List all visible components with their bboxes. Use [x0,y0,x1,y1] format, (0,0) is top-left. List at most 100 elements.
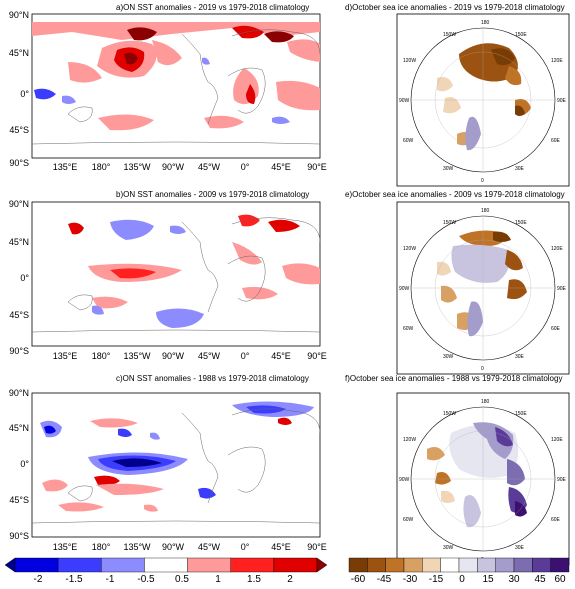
polar-label: 30W [443,545,454,551]
lat-label: 45°N [8,48,29,58]
sst-colorbar [4,557,328,573]
sea-ice-colorbar [348,557,570,573]
anomaly-patches [427,422,527,528]
lat-label: 45°S [9,310,29,320]
anomaly-patches [40,401,314,512]
lon-label: 90°E [307,162,327,172]
lon-label: 135°W [123,162,151,172]
polar-label: 120E [551,58,563,64]
polar-label: 120W [403,437,416,443]
polar-label: 90W [399,477,410,483]
polar-label: 150E [515,32,527,38]
sea-ice-colorbar-tick: 0 [459,574,465,585]
polar-label: 90E [557,286,567,292]
lon-label: 45°W [197,351,221,361]
colorbar-segment [550,557,570,573]
colorbar-segment [422,557,441,573]
colorbar-segment [57,557,102,573]
sea-ice-colorbar-tick: 45 [534,574,546,585]
lat-label: 90°S [9,346,29,356]
sea-ice-colorbar-tick: 30 [508,574,520,585]
lat-label: 45°N [8,237,29,247]
sea-ice-colorbar-tick: -45 [376,574,392,585]
lat-label: 90°N [8,388,29,398]
lat-label: 0° [20,89,29,99]
lon-label: 180° [91,351,111,361]
colorbar-segment [144,557,188,573]
lon-label: 45°E [271,542,291,552]
lon-label: 90°W [161,542,185,552]
anomaly-patches [68,214,320,328]
lat-label: 0° [20,459,29,469]
lon-label: 0° [240,542,250,552]
lon-label: 45°W [197,162,221,172]
polar-label: 30E [515,166,525,172]
panel-c-title: c)ON SST anomalies - 1988 vs 1979-2018 c… [116,374,309,383]
polar-label: 60W [403,326,414,332]
polar-label: 150E [515,411,527,417]
lon-label: 90°E [307,351,327,361]
panel-a-map [31,13,321,159]
colorbar-segment [513,557,533,573]
polar-label: 30E [515,354,525,360]
sea-ice-colorbar-tick: -15 [428,574,444,585]
sst-colorbar-tick: -0.5 [137,574,155,585]
polar-label: 150W [443,220,456,226]
polar-label: 180 [481,208,490,214]
sst-colorbar-tick: -1.5 [65,574,83,585]
lon-label: 180° [91,162,111,172]
sst-colorbar-tick: -2 [33,574,43,585]
polar-label: 180 [481,20,490,26]
colorbar-segment [440,557,460,573]
panel-f-polar-map: 180 150W 150E 120W 120E 90W 90E 60W 60E … [396,392,570,566]
polar-label: 120E [551,246,563,252]
colorbar-segment [403,557,423,573]
polar-label: 30W [443,354,454,360]
polar-label: 120W [403,58,416,64]
panel-b-title: b)ON SST anomalies - 2009 vs 1979-2018 c… [116,190,310,199]
colorbar-segment [4,557,16,573]
polar-label: 60E [551,138,561,144]
polar-label: 180 [481,399,490,405]
lat-label: 45°S [9,125,29,135]
sea-ice-colorbar-tick: -60 [350,574,366,585]
sst-colorbar-tick: 0.5 [175,574,189,585]
panel-c-map [31,392,321,538]
lat-label: 90°S [9,531,29,541]
lon-label: 0° [240,162,250,172]
panel-e-title: e)October sea ice anomalies - 2009 vs 19… [345,190,565,199]
sea-ice-colorbar-tick: 15 [482,574,494,585]
colorbar-segment [187,557,231,573]
lon-label: 45°W [197,542,221,552]
panel-b-map [31,201,321,347]
lat-label: 45°N [8,423,29,433]
colorbar-segment [230,557,275,573]
panel-e-polar-map: 180 150W 150E 120W 120E 90W 90E 60W 60E … [396,201,570,375]
coastlines [31,217,321,333]
polar-label: 150E [515,220,527,226]
lon-label: 90°E [307,542,327,552]
colorbar-segment [367,557,386,573]
colorbar-segment [316,557,328,573]
sst-colorbar-tick: 1.5 [247,574,261,585]
panel-a-title: a)ON SST anomalies - 2019 vs 1979-2018 c… [116,3,310,12]
panel-f-title: f)October sea ice anomalies - 1988 vs 19… [345,374,563,383]
polar-label: 90E [557,98,567,104]
colorbar-segment [273,557,318,573]
lat-label: 90°N [8,10,29,20]
polar-label: 0 [481,178,484,184]
coastlines [31,29,321,145]
lon-label: 180° [91,542,111,552]
colorbar-segment [458,557,478,573]
panel-d-polar-map: 180 150W 150E 120W 120E 90W 90E 60W 60E … [396,13,570,187]
polar-label: 120W [403,246,416,252]
lon-label: 0° [240,351,250,361]
lon-label: 45°E [271,351,291,361]
lon-label: 135°E [52,542,78,552]
lon-label: 135°W [123,542,151,552]
polar-label: 60W [403,138,414,144]
sst-colorbar-tick: -1 [105,574,115,585]
lon-label: 135°W [123,351,151,361]
polar-label: 150W [443,411,456,417]
polar-label: 60E [551,326,561,332]
